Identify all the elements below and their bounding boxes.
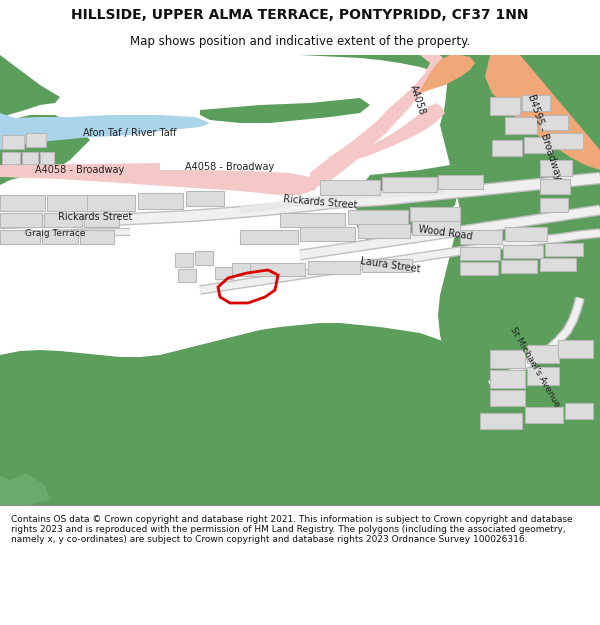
Bar — [480, 413, 522, 429]
Bar — [186, 191, 224, 206]
Bar — [460, 230, 502, 244]
Bar — [358, 224, 410, 238]
Polygon shape — [485, 55, 600, 170]
Text: Graig Terrace: Graig Terrace — [25, 229, 85, 238]
Bar — [0, 195, 45, 211]
Bar — [527, 367, 559, 385]
Bar — [490, 350, 525, 368]
Polygon shape — [0, 435, 50, 505]
Text: Afon Taf / River Taff: Afon Taf / River Taff — [83, 128, 177, 138]
Bar — [490, 370, 525, 388]
Bar — [412, 221, 460, 235]
Bar — [382, 177, 437, 192]
Bar — [545, 243, 583, 256]
Bar — [501, 260, 537, 273]
Bar — [44, 213, 82, 227]
Bar — [460, 262, 498, 275]
Bar — [42, 230, 78, 244]
Bar — [348, 210, 408, 224]
Text: Laura Street: Laura Street — [359, 256, 421, 274]
Text: A4058 - Broadway: A4058 - Broadway — [185, 162, 275, 172]
Bar — [80, 195, 135, 211]
Bar — [320, 180, 380, 195]
Polygon shape — [310, 55, 445, 187]
Bar — [525, 407, 563, 423]
Bar — [490, 97, 520, 115]
Text: A4058: A4058 — [409, 84, 428, 116]
Bar — [80, 230, 114, 244]
Bar — [540, 179, 570, 194]
Text: Wood Road: Wood Road — [418, 224, 473, 242]
Bar — [2, 152, 20, 164]
Bar — [138, 193, 183, 209]
Polygon shape — [0, 163, 160, 177]
Bar — [492, 140, 522, 156]
Bar — [2, 135, 24, 149]
Bar — [527, 345, 559, 363]
Bar — [503, 245, 543, 258]
Bar — [308, 261, 360, 274]
Polygon shape — [200, 98, 370, 123]
Polygon shape — [0, 113, 210, 150]
Text: Contains OS data © Crown copyright and database right 2021. This information is : Contains OS data © Crown copyright and d… — [11, 514, 572, 544]
Bar — [26, 133, 46, 147]
Bar — [250, 263, 305, 276]
Bar — [410, 207, 460, 221]
Bar — [540, 198, 568, 212]
Bar — [548, 133, 583, 149]
Polygon shape — [0, 163, 320, 195]
Polygon shape — [438, 55, 600, 505]
Bar — [558, 340, 593, 358]
Bar — [540, 115, 568, 130]
Text: HILLSIDE, UPPER ALMA TERRACE, PONTYPRIDD, CF37 1NN: HILLSIDE, UPPER ALMA TERRACE, PONTYPRIDD… — [71, 8, 529, 22]
Bar — [280, 213, 345, 227]
Bar — [175, 253, 193, 267]
Text: Rickards Street: Rickards Street — [283, 194, 358, 210]
Bar — [84, 213, 119, 227]
Polygon shape — [300, 55, 600, 145]
Polygon shape — [0, 375, 80, 505]
Bar — [490, 390, 525, 406]
Bar — [540, 160, 572, 176]
Bar — [0, 213, 42, 227]
Text: St Michael's Avenue: St Michael's Avenue — [508, 326, 562, 409]
Bar — [240, 230, 298, 244]
Bar — [300, 227, 355, 241]
Bar — [460, 247, 500, 260]
Bar — [0, 230, 40, 244]
Bar — [524, 137, 552, 153]
Text: A4058 - Broadway: A4058 - Broadway — [35, 165, 125, 175]
Bar — [362, 259, 412, 272]
Bar — [232, 263, 250, 276]
Bar — [215, 267, 233, 279]
Text: Map shows position and indicative extent of the property.: Map shows position and indicative extent… — [130, 35, 470, 48]
Polygon shape — [0, 323, 600, 505]
Polygon shape — [310, 103, 445, 183]
Polygon shape — [0, 55, 60, 120]
Polygon shape — [355, 165, 460, 245]
Bar — [40, 152, 54, 164]
Text: B4595 - Broadway: B4595 - Broadway — [526, 93, 563, 181]
Bar — [178, 269, 196, 282]
Bar — [505, 227, 547, 241]
Bar — [540, 258, 576, 271]
Bar — [565, 403, 593, 419]
Bar — [195, 251, 213, 265]
Bar — [47, 195, 87, 211]
Bar — [505, 117, 537, 134]
Bar — [522, 95, 550, 111]
Bar — [438, 175, 483, 189]
Text: Rickards Street: Rickards Street — [58, 212, 132, 222]
Polygon shape — [418, 55, 475, 95]
Bar — [22, 152, 38, 164]
Polygon shape — [0, 110, 90, 185]
